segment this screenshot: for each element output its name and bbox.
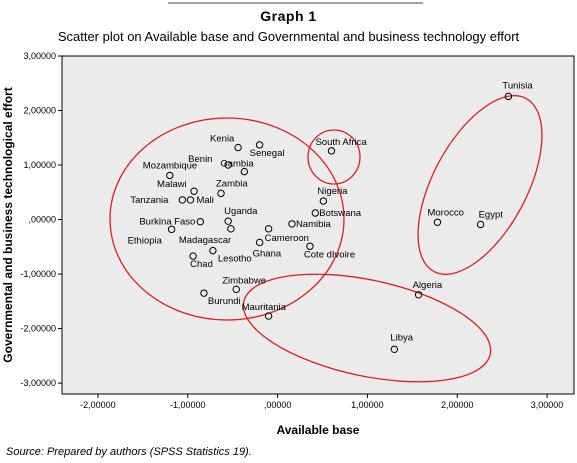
point-label-zambia: Zambia (216, 178, 248, 189)
data-points: Tunisia South Africa Kenia Senegal Benin Gamb… (128, 80, 533, 353)
point-nigeria (319, 197, 328, 205)
plot-area (61, 55, 575, 395)
point-benin (224, 161, 232, 169)
group-ellipse-south-africa (307, 129, 361, 185)
point-label-madagascar: Madagascar (179, 235, 231, 246)
x-axis-title: Available base (277, 423, 360, 437)
point-label-tunisia: Tunisia (502, 80, 533, 91)
point-label-nigeria: Nigeria (317, 186, 348, 197)
y-tick-label: 3,00000 (23, 51, 56, 61)
point-label-south-africa: South Africa (315, 137, 367, 148)
point-label-benin: Benin (188, 154, 212, 165)
point-namibia (288, 220, 296, 228)
point-label-morocco: Morocco (427, 207, 463, 218)
point-chad (189, 252, 197, 260)
point-label-botswana: Botswana (319, 208, 361, 219)
point-botswana (311, 209, 320, 217)
point-label-kenia: Kenia (210, 134, 235, 145)
point-label-ethiopia: Ethiopia (128, 235, 163, 246)
point-label-ghana: Ghana (253, 248, 282, 259)
point-malawi (190, 187, 198, 195)
y-tick-label: -1,00000 (20, 269, 56, 279)
point-mozambique (166, 171, 174, 180)
point-label-mali: Mali (196, 195, 213, 206)
point-cameroon (264, 225, 273, 233)
point-label-mozambique: Mozambique (143, 160, 197, 171)
group-ellipses (109, 95, 543, 383)
x-axis: -2,00000 -1,00000 ,00000 1,00000 2,00000 3,00… (80, 394, 563, 410)
point-madagascar (227, 225, 235, 233)
top-rule (168, 2, 423, 4)
point-south-africa (327, 147, 336, 155)
group-ellipse-central (109, 117, 345, 321)
point-uganda (224, 217, 232, 225)
point-tunisia (504, 92, 513, 101)
point-algeria (414, 291, 423, 299)
point-label-lesotho: Lesotho (218, 254, 252, 265)
point-label-gambia: Gambia (220, 159, 254, 170)
x-tick-label: -1,00000 (170, 400, 206, 410)
point-lesotho (209, 246, 217, 255)
point-label-burkina-faso: Burkina Faso (139, 217, 195, 228)
source-note: Source: Prepared by authors (SPSS Statis… (6, 446, 252, 458)
point-label-tanzania: Tanzania (130, 195, 169, 206)
y-tick-label: -3,00000 (20, 378, 56, 388)
point-label-chad: Chad (190, 259, 213, 270)
point-cote-divoire (306, 242, 314, 250)
chart-subtitle: Scatter plot on Available base and Gover… (57, 29, 520, 44)
point-burundi (200, 289, 208, 297)
point-label-uganda: Uganda (224, 206, 258, 217)
x-tick-label: 1,00000 (351, 400, 384, 410)
point-label-algeria: Algeria (413, 280, 443, 291)
group-ellipse-north-south (242, 273, 492, 383)
point-label-namibia: Namibia (296, 219, 332, 230)
point-label-mauritania: Mauritania (242, 302, 287, 313)
point-ethiopia (167, 225, 176, 234)
y-tick-label: 2,00000 (23, 106, 56, 116)
point-burkina-faso (196, 218, 205, 226)
y-tick-label: 1,00000 (23, 160, 56, 170)
y-tick-label: ,00000 (28, 215, 56, 225)
point-morocco (433, 218, 442, 226)
x-tick-label: 3,00000 (531, 400, 564, 410)
point-mali (186, 196, 195, 204)
point-label-libya: Libya (390, 332, 413, 343)
x-tick-label: 2,00000 (441, 400, 474, 410)
y-axis: 3,00000 2,00000 1,00000 ,00000 -1,00000 -2,00… (20, 51, 62, 388)
point-ghana (255, 238, 264, 247)
chart-title: Graph 1 (260, 8, 317, 24)
point-zimbabwe (232, 285, 240, 294)
group-ellipse-maghreb (417, 95, 543, 275)
x-tick-label: -2,00000 (80, 400, 116, 410)
point-gambia (240, 167, 249, 176)
point-tanzania (178, 196, 187, 204)
x-tick-label: ,00000 (264, 400, 292, 410)
point-label-malawi: Malawi (157, 179, 187, 190)
point-egypt (476, 220, 485, 229)
point-zambia (217, 189, 225, 198)
point-senegal (255, 141, 264, 149)
point-mauritania (264, 312, 273, 320)
point-label-burundi: Burundi (208, 296, 241, 307)
y-axis-title: Governmental and business technological … (1, 87, 15, 362)
point-label-zimbabwe: Zimbabwe (222, 275, 266, 286)
point-label-cote-divoire: Cote dIvoire (304, 249, 355, 260)
point-label-egypt: Egypt (479, 209, 504, 220)
point-label-cameroon: Cameroon (265, 233, 309, 244)
point-kenia (234, 143, 242, 152)
point-libya (390, 345, 399, 353)
y-tick-label: -2,00000 (20, 324, 56, 334)
point-label-senegal: Senegal (250, 148, 285, 159)
